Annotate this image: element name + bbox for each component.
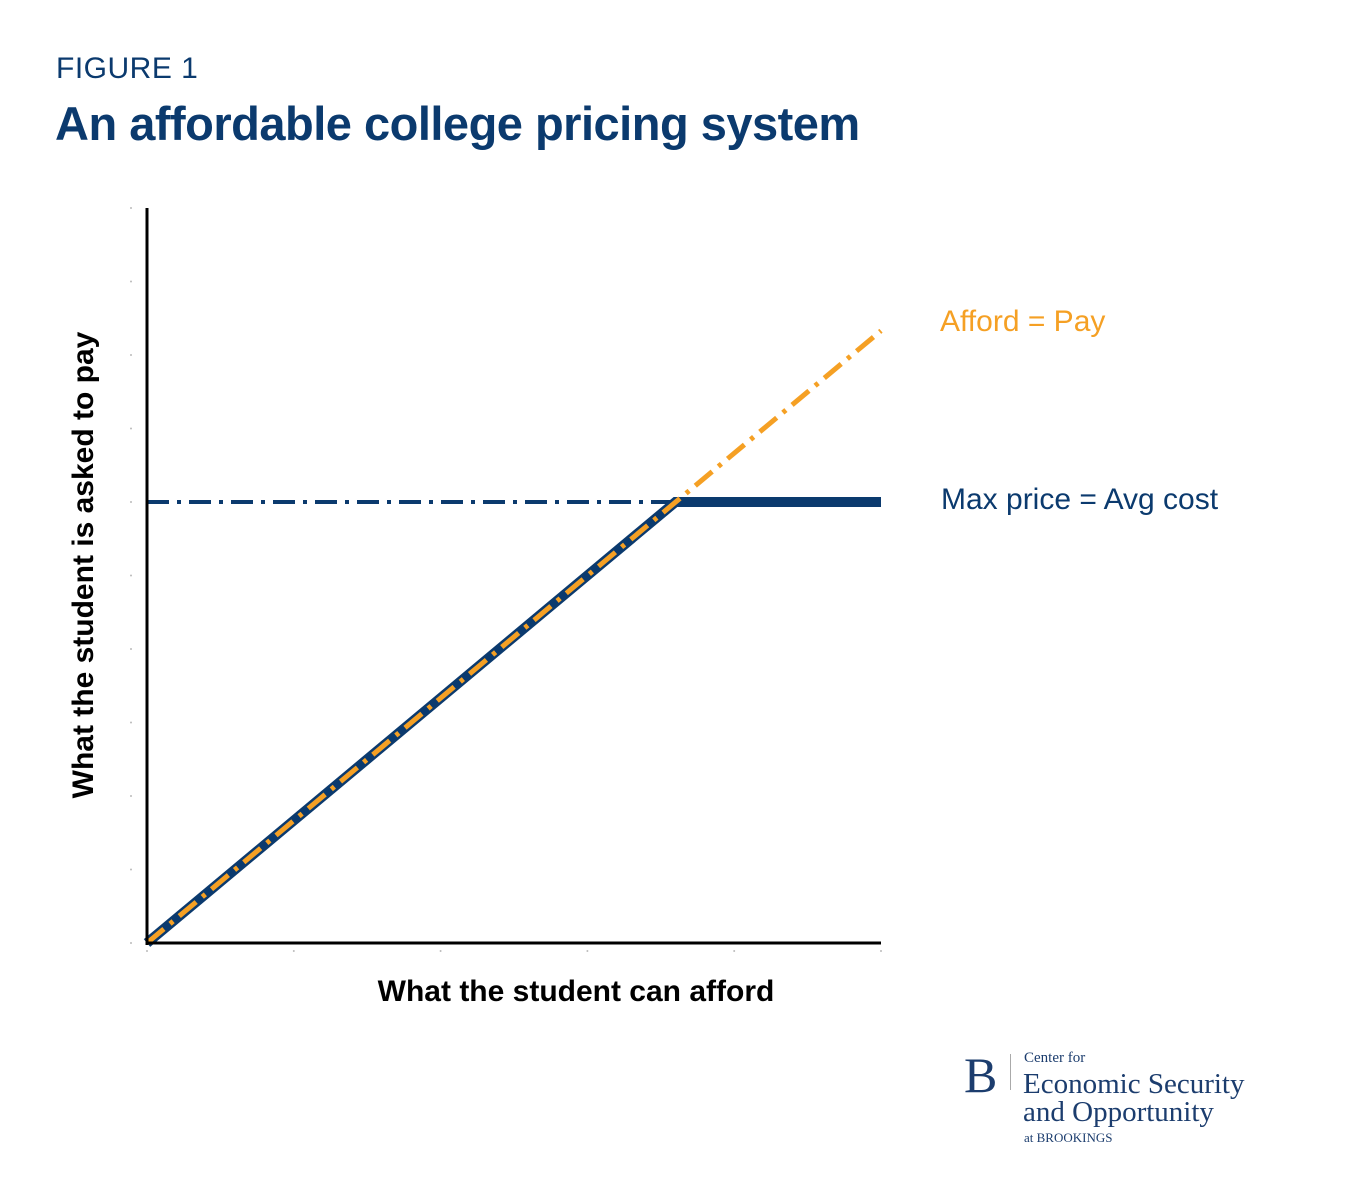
logo-divider <box>1010 1054 1011 1090</box>
logo-line-3: and Opportunity <box>1023 1096 1214 1128</box>
y-tick <box>130 795 132 797</box>
series-label-afford-pay: Afford = Pay <box>940 305 1106 338</box>
chart-title: An affordable college pricing system <box>55 97 860 150</box>
y-axis-label: What the student is asked to pay <box>67 331 100 799</box>
y-tick <box>130 501 132 503</box>
logo-line-2: Economic Security <box>1023 1068 1245 1100</box>
x-tick <box>439 950 442 952</box>
logo-line-4: at BROOKINGS <box>1024 1130 1113 1145</box>
y-tick <box>130 942 132 944</box>
y-tick <box>130 868 132 871</box>
y-tick <box>130 280 132 283</box>
x-tick <box>880 950 882 952</box>
x-tick <box>292 950 295 952</box>
logo-line-1: Center for <box>1024 1050 1086 1066</box>
pricing-line <box>143 497 881 947</box>
y-tick <box>130 648 132 650</box>
x-tick <box>586 950 589 952</box>
y-tick <box>130 574 132 577</box>
y-tick <box>130 207 132 209</box>
figure-label: FIGURE 1 <box>56 52 199 85</box>
afford-pay-line <box>145 328 883 945</box>
x-tick <box>733 950 736 952</box>
y-tick <box>130 354 132 356</box>
x-axis-label: What the student can afford <box>377 975 775 1008</box>
y-tick <box>130 721 132 724</box>
logo-mark: B <box>964 1047 998 1103</box>
x-tick <box>146 950 148 952</box>
y-tick <box>130 427 132 430</box>
series-label-max-price: Max price = Avg cost <box>941 483 1219 516</box>
